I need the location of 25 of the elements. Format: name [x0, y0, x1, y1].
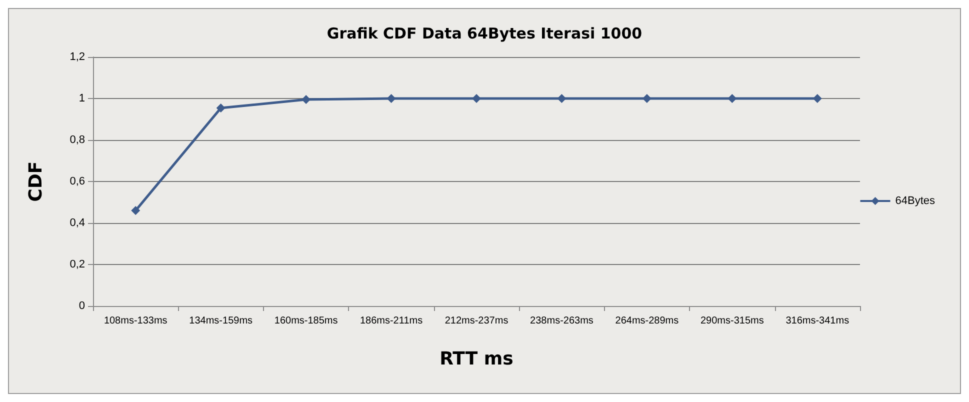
x-tick-label: 186ms-211ms [360, 316, 423, 326]
chart-title: Grafik CDF Data 64Bytes Iterasi 1000 [326, 24, 642, 42]
y-tick-label: 1 [78, 92, 85, 104]
point [472, 94, 481, 103]
point [216, 104, 226, 113]
y-tick-label: 0,8 [70, 134, 85, 146]
point [386, 94, 396, 103]
y-tick-label: 0,6 [70, 176, 85, 188]
point [557, 94, 566, 103]
x-tick-label: 212ms-237ms [444, 316, 508, 326]
y-axis-title: CDF [26, 161, 46, 202]
y-tick-label: 0,2 [70, 258, 85, 270]
x-tick-label: 134ms-159ms [189, 316, 253, 326]
y-tick-label: 0,4 [70, 217, 85, 229]
x-axis-title: RTT ms [440, 348, 514, 370]
y-tick-label: 1,2 [70, 51, 85, 63]
x-tick-label: 290ms-315ms [700, 316, 764, 326]
x-tick-label: 316ms-341ms [786, 316, 850, 326]
x-tick-label: 264ms-289ms [615, 316, 679, 326]
legend-label: 64Bytes [895, 195, 936, 207]
x-tick-label: 108ms-133ms [104, 316, 168, 326]
x-tick-label: 238ms-263ms [530, 316, 594, 326]
x-tick-label: 160ms-185ms [274, 316, 338, 326]
point [131, 206, 140, 216]
y-tick-label: 0 [78, 300, 85, 312]
